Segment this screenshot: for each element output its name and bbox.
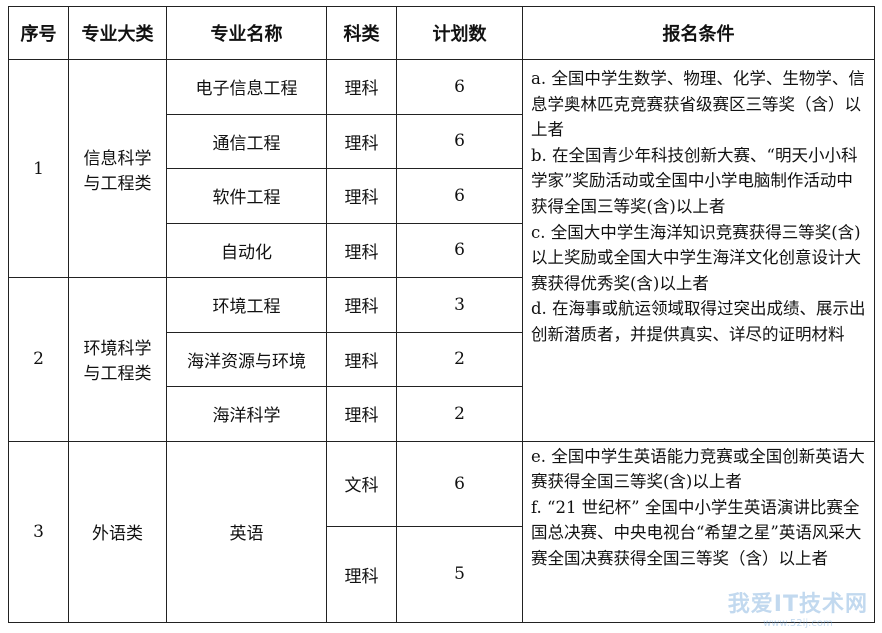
group-index: 3 [8, 440, 69, 623]
group-category: 环境科学与工程类 [68, 277, 167, 442]
major-name: 海洋资源与环境 [166, 331, 327, 387]
requirement-a: a. 全国中学生数学、物理、化学、生物学、信息学奥林匹克竞赛获省级赛区三等奖（含… [531, 69, 865, 140]
requirements-english: e. 全国中学生英语能力竞赛或全国创新英语大赛获得全国三等奖(含)以上者 f. … [522, 440, 875, 623]
major-plan: 2 [396, 331, 523, 387]
major-plan: 2 [396, 386, 523, 442]
major-name: 海洋科学 [166, 386, 327, 442]
header-row: 序号 专业大类 专业名称 科类 计划数 报名条件 [8, 6, 875, 60]
major-name: 通信工程 [166, 113, 327, 169]
major-subject: 文科 [326, 440, 397, 527]
requirement-e: e. 全国中学生英语能力竞赛或全国创新英语大赛获得全国三等奖(含)以上者 [531, 446, 865, 492]
major-plan: 6 [396, 59, 523, 115]
major-plan: 6 [396, 222, 523, 278]
requirements-science: a. 全国中学生数学、物理、化学、生物学、信息学奥林匹克竞赛获省级赛区三等奖（含… [522, 59, 875, 442]
header-category: 专业大类 [68, 6, 167, 60]
major-plan: 6 [396, 113, 523, 169]
group-index: 2 [8, 277, 69, 442]
major-name: 软件工程 [166, 168, 327, 224]
major-plan: 3 [396, 277, 523, 333]
major-subject: 理科 [326, 59, 397, 115]
major-plan: 6 [396, 168, 523, 224]
major-name: 环境工程 [166, 277, 327, 333]
major-name: 自动化 [166, 222, 327, 278]
table-row: 自动化 理科 6 [9, 222, 875, 278]
header-major: 专业名称 [166, 6, 327, 60]
admissions-table: 序号 专业大类 专业名称 科类 计划数 报名条件 1 信息科学与工程类 电子信息… [8, 6, 875, 623]
major-subject: 理科 [326, 113, 397, 169]
table-row: 1 信息科学与工程类 电子信息工程 理科 6 a. 全国中学生数学、物理、化学、… [8, 59, 875, 442]
major-subject: 理科 [326, 525, 397, 623]
requirement-c: c. 全国大中学生海洋知识竞赛获得三等奖(含)以上奖励或全国大中学生海洋文化创意… [531, 222, 861, 293]
header-index: 序号 [8, 6, 69, 60]
group-index: 1 [8, 59, 69, 278]
requirement-f: f. “21 世纪杯” 全国中小学生英语演讲比赛全国总决赛、中央电视台“希望之星… [531, 497, 862, 568]
major-name: 英语 [166, 440, 327, 623]
group-category: 信息科学与工程类 [68, 59, 167, 278]
major-subject: 理科 [326, 277, 397, 333]
major-subject: 理科 [326, 386, 397, 442]
table-row: 理科 5 [9, 525, 875, 623]
table-row: 3 外语类 英语 文科 6 e. 全国中学生英语能力竞赛或全国创新英语大赛获得全… [8, 440, 875, 623]
major-name: 电子信息工程 [166, 59, 327, 115]
group-category: 外语类 [68, 440, 167, 623]
major-subject: 理科 [326, 222, 397, 278]
header-subject: 科类 [326, 6, 397, 60]
header-plan: 计划数 [396, 6, 523, 60]
table-row: 通信工程 理科 6 [9, 113, 875, 169]
major-plan: 6 [396, 440, 523, 527]
table-row: 海洋资源与环境 理科 2 [9, 331, 875, 387]
major-subject: 理科 [326, 331, 397, 387]
header-requirements: 报名条件 [522, 6, 875, 60]
major-plan: 5 [396, 525, 523, 623]
table-row: 海洋科学 理科 2 [9, 386, 875, 442]
requirement-b: b. 在全国青少年科技创新大赛、“明天小小科学家”奖励活动或全国中小学电脑制作活… [531, 145, 858, 216]
requirement-d: d. 在海事或航运领域取得过突出成绩、展示出创新潜质者，并提供真实、详尽的证明材… [531, 299, 866, 344]
table-row: 2 环境科学与工程类 环境工程 理科 3 [8, 277, 875, 442]
major-subject: 理科 [326, 168, 397, 224]
